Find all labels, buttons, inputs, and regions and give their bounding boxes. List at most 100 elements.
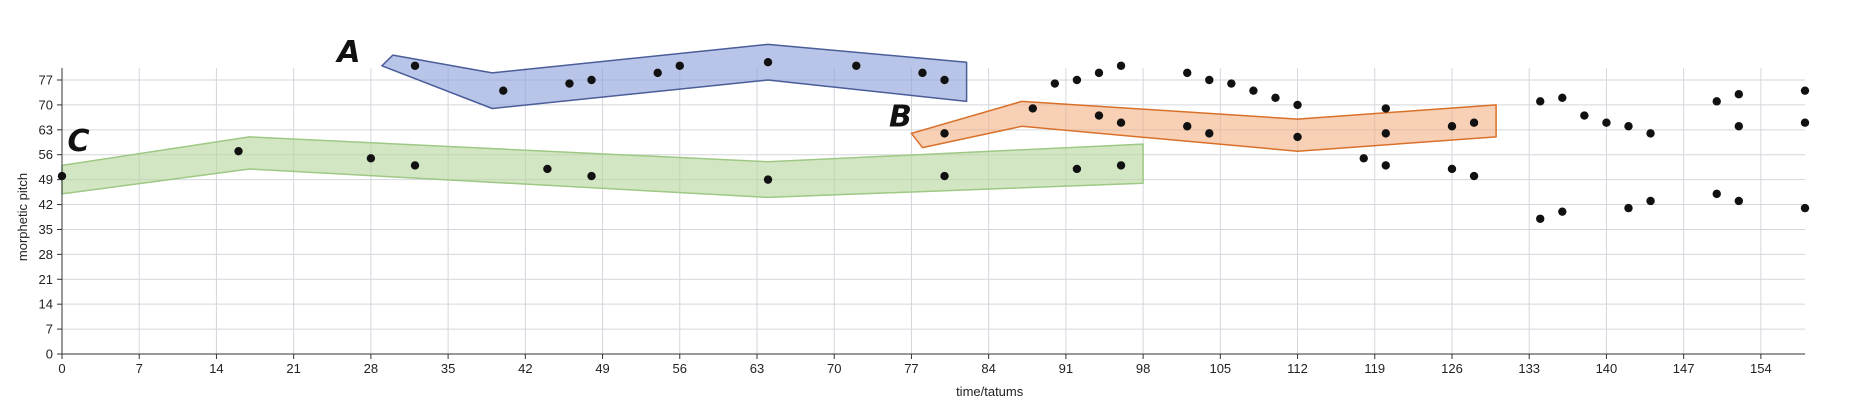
x-tick-label: 49 [595,361,609,376]
note-point [410,161,420,170]
note-point [1094,111,1104,120]
note-point [1381,161,1390,170]
note-point [1558,93,1567,102]
pattern-bands [61,43,1497,199]
band-label-a: A [335,35,360,70]
note-point [1536,214,1545,223]
x-tick-label: 147 [1673,361,1695,376]
note-point [1734,196,1744,206]
note-point [940,75,949,85]
note-point [940,129,949,138]
note-point [1469,118,1479,127]
note-point [1094,68,1104,78]
note-point [1183,122,1192,131]
y-tick-label: 35 [39,222,53,237]
chart-grid [61,68,1805,355]
note-point [1734,122,1744,131]
note-point [763,175,773,184]
note-point [234,146,243,156]
note-point [1800,203,1810,213]
x-tick-label: 14 [209,361,223,376]
note-point [1072,164,1082,174]
x-tick-label: 154 [1750,361,1772,376]
y-tick-label: 14 [39,297,53,312]
y-tick-label: 28 [39,247,53,262]
x-tick-label: 28 [364,361,378,376]
y-axis-title: morphetic pitch [15,173,30,261]
note-point [1116,118,1126,127]
x-tick-label: 56 [673,361,687,376]
band-label-b: B [889,99,912,134]
x-tick-label: 140 [1596,361,1618,376]
x-axis-title: time/tatums [956,384,1024,399]
x-tick-label: 133 [1518,361,1540,376]
note-point [1580,111,1589,120]
note-point [410,61,420,70]
note-point [1536,97,1545,106]
x-tick-label: 84 [981,361,995,376]
note-point [57,171,67,181]
band-a [381,43,968,110]
y-tick-label: 63 [39,122,53,137]
note-point [1028,104,1037,113]
note-point [1712,97,1721,106]
x-tick-label: 21 [286,361,300,376]
note-point [1271,93,1280,102]
note-point [1293,100,1302,110]
x-tick-label: 42 [518,361,532,376]
note-point [1359,154,1368,163]
note-point [366,154,376,163]
note-point [1072,75,1082,85]
y-tick-label: 7 [46,322,53,337]
note-point [1293,132,1302,142]
note-point [852,61,861,70]
y-tick-label: 70 [39,97,53,112]
x-tick-label: 126 [1441,361,1463,376]
note-point [499,86,508,95]
note-point [763,58,773,67]
x-tick-label: 70 [827,361,841,376]
chart-axes: 0 7 14 21 28 35 42 49 56 63 70 77 84 91 98 105 112 119 126… [39,68,1805,376]
band-label-c: C [68,124,90,159]
note-point [1381,104,1390,113]
x-tick-label: 63 [750,361,764,376]
note-point [1800,118,1810,127]
y-tick-label: 56 [39,147,53,162]
note-point [1800,86,1810,95]
note-point [1624,122,1633,131]
note-points [57,58,1810,223]
x-tick-label: 112 [1287,361,1308,376]
y-tick-label: 77 [39,73,53,88]
note-point [1227,79,1236,88]
band-labels: A B C [68,35,912,159]
note-point [918,68,927,78]
note-point [1712,189,1721,199]
note-point [1205,129,1214,138]
note-point [1116,61,1126,70]
note-point [1558,207,1567,216]
note-point [1602,118,1611,127]
note-point [1624,203,1633,213]
note-point [940,171,949,181]
x-tick-label: 98 [1136,361,1150,376]
y-tick-label: 0 [46,347,53,362]
y-tick-label: 42 [39,197,53,212]
note-point [1734,90,1744,99]
note-point [1381,129,1390,138]
note-point [1183,68,1192,78]
x-tick-label: 77 [904,361,918,376]
x-tick-label: 119 [1364,361,1385,376]
note-point [1646,196,1655,206]
x-tick-label: 91 [1059,361,1073,376]
note-point [1050,79,1060,88]
band-b [910,100,1497,152]
note-point [1116,161,1126,170]
note-point [543,164,552,174]
note-point [1205,75,1214,85]
x-tick-label: 35 [441,361,455,376]
note-point [675,61,684,70]
y-tick-label: 21 [39,272,53,287]
note-point [565,79,574,88]
y-tick-label: 49 [39,172,53,187]
